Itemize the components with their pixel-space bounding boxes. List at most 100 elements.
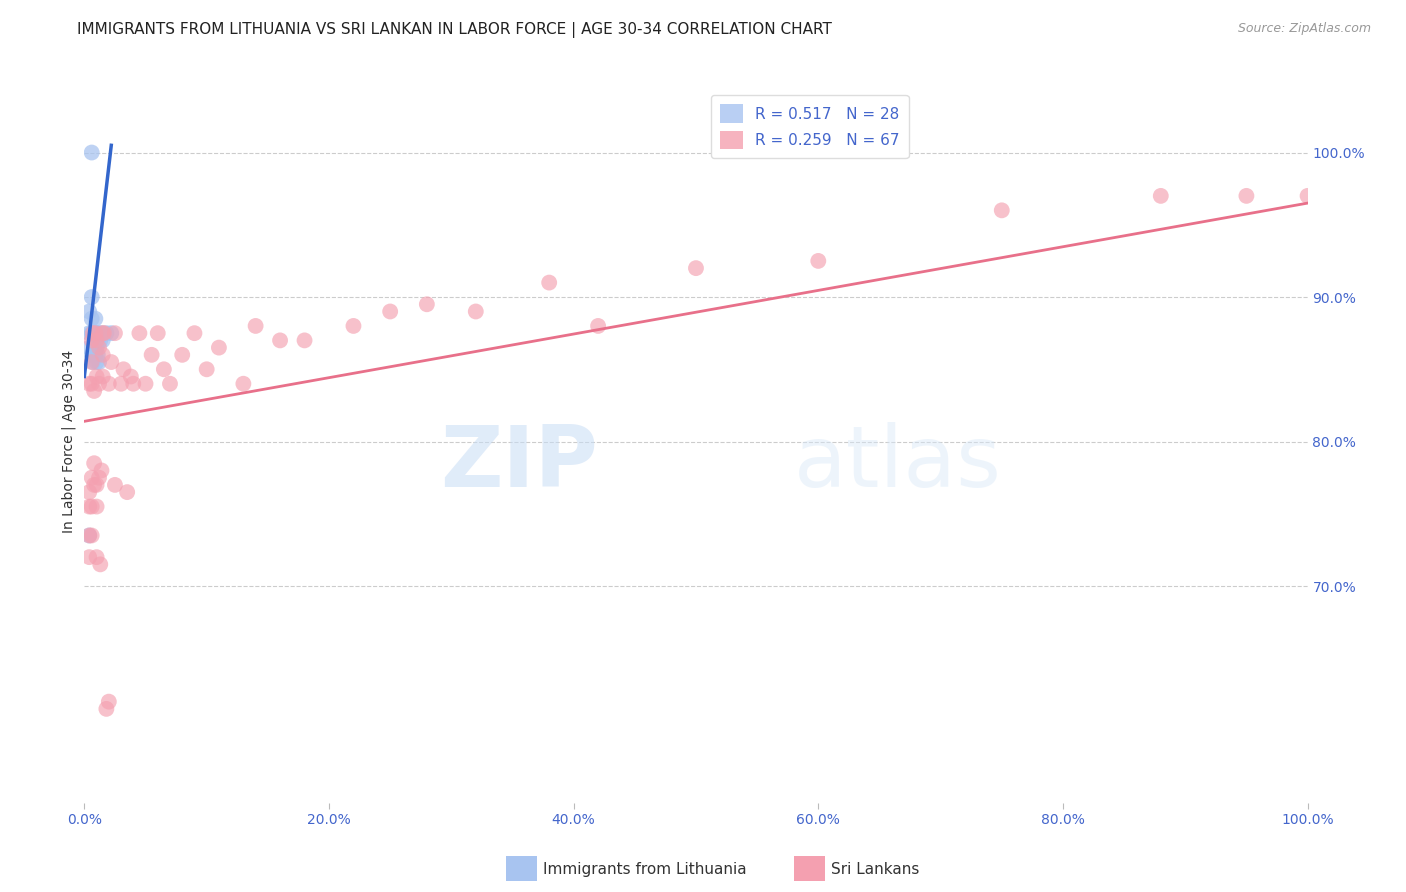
Text: Immigrants from Lithuania: Immigrants from Lithuania — [543, 863, 747, 877]
Point — [87, 341, 110, 355]
Point — [87, 326, 110, 341]
Point — [96, 702, 118, 716]
Point — [195, 362, 218, 376]
Text: atlas: atlas — [794, 422, 1002, 505]
Point — [80, 334, 103, 348]
Point — [82, 326, 104, 341]
Point — [380, 304, 402, 318]
Point — [1236, 189, 1258, 203]
Text: Source: ZipAtlas.com: Source: ZipAtlas.com — [1237, 22, 1371, 36]
Point — [146, 326, 169, 341]
Point — [96, 326, 118, 341]
Point — [83, 348, 105, 362]
Point — [91, 334, 114, 348]
Point — [86, 326, 108, 341]
Point — [87, 471, 110, 485]
Point — [128, 326, 150, 341]
Point — [122, 376, 145, 391]
Point — [80, 290, 103, 304]
Point — [77, 376, 100, 391]
Point — [86, 355, 108, 369]
Legend: R = 0.517   N = 28, R = 0.259   N = 67: R = 0.517 N = 28, R = 0.259 N = 67 — [710, 95, 908, 159]
Point — [115, 485, 138, 500]
Point — [93, 326, 115, 341]
Point — [83, 384, 105, 398]
Point — [269, 334, 291, 348]
Point — [141, 348, 163, 362]
Point — [87, 334, 110, 348]
Point — [91, 348, 114, 362]
Point — [77, 528, 100, 542]
Point — [80, 355, 103, 369]
Point — [77, 485, 100, 500]
Point — [172, 348, 194, 362]
Point — [80, 311, 103, 326]
Point — [80, 471, 103, 485]
Point — [86, 341, 108, 355]
Point — [90, 326, 112, 341]
Point — [294, 334, 316, 348]
Point — [77, 304, 100, 318]
Point — [104, 478, 127, 492]
Point — [82, 326, 104, 341]
Point — [87, 376, 110, 391]
Point — [84, 311, 107, 326]
Point — [120, 369, 142, 384]
Point — [100, 355, 122, 369]
Point — [89, 334, 111, 348]
Point — [83, 326, 105, 341]
Point — [83, 478, 105, 492]
Point — [80, 326, 103, 341]
Point — [135, 376, 157, 391]
Y-axis label: In Labor Force | Age 30-34: In Labor Force | Age 30-34 — [62, 350, 76, 533]
Point — [183, 326, 205, 341]
Point — [685, 261, 707, 276]
Point — [1150, 189, 1173, 203]
Point — [84, 348, 107, 362]
Point — [83, 456, 105, 470]
Point — [110, 376, 132, 391]
Point — [807, 253, 830, 268]
Point — [89, 558, 111, 572]
Point — [104, 326, 127, 341]
Point — [84, 326, 107, 341]
Point — [91, 326, 114, 341]
Point — [86, 334, 108, 348]
Point — [1296, 189, 1319, 203]
Point — [97, 376, 120, 391]
Point — [416, 297, 439, 311]
Point — [80, 528, 103, 542]
Point — [86, 550, 108, 565]
Point — [80, 376, 103, 391]
Text: ZIP: ZIP — [440, 422, 598, 505]
Point — [991, 203, 1014, 218]
Point — [82, 355, 104, 369]
Text: Sri Lankans: Sri Lankans — [831, 863, 920, 877]
Point — [87, 355, 110, 369]
Point — [87, 348, 110, 362]
Point — [77, 550, 100, 565]
Point — [77, 326, 100, 341]
Point — [100, 326, 122, 341]
Point — [80, 500, 103, 514]
Point — [84, 326, 107, 341]
Point — [86, 500, 108, 514]
Point — [464, 304, 486, 318]
Point — [208, 341, 231, 355]
Point — [77, 528, 100, 542]
Point — [90, 463, 112, 477]
Point — [77, 500, 100, 514]
Point — [80, 145, 103, 160]
Point — [232, 376, 254, 391]
Point — [86, 478, 108, 492]
Point — [112, 362, 135, 376]
Point — [97, 695, 120, 709]
Point — [245, 318, 267, 333]
Point — [159, 376, 181, 391]
Point — [342, 318, 364, 333]
Point — [77, 341, 100, 355]
Point — [86, 369, 108, 384]
Point — [586, 318, 609, 333]
Text: IMMIGRANTS FROM LITHUANIA VS SRI LANKAN IN LABOR FORCE | AGE 30-34 CORRELATION C: IMMIGRANTS FROM LITHUANIA VS SRI LANKAN … — [77, 22, 832, 38]
Point — [80, 348, 103, 362]
